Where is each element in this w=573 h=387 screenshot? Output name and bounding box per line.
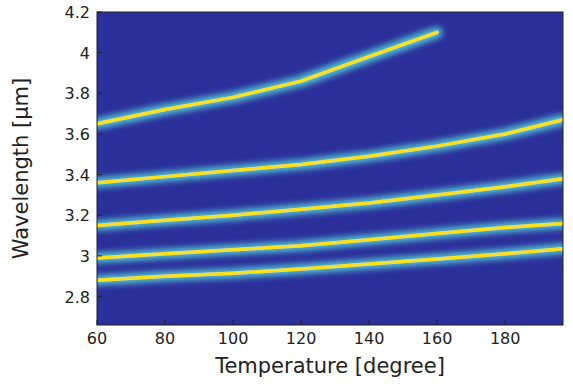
y-tick xyxy=(97,12,102,13)
x-tick xyxy=(233,320,234,325)
y-tick-label: 4.2 xyxy=(65,3,90,22)
plot-background xyxy=(97,12,563,325)
y-axis-title: Wavelength [μm] xyxy=(9,78,33,259)
x-tick xyxy=(97,320,98,325)
y-tick-label: 3.4 xyxy=(65,166,90,185)
y-tick-label: 3.8 xyxy=(65,84,90,103)
x-tick xyxy=(369,320,370,325)
y-tick xyxy=(97,93,102,94)
x-tick-label: 140 xyxy=(354,329,385,348)
y-tick-label: 4 xyxy=(80,44,90,63)
x-tick xyxy=(165,320,166,325)
x-tick-label: 100 xyxy=(218,329,249,348)
lines xyxy=(97,32,563,280)
x-tick xyxy=(301,320,302,325)
y-tick xyxy=(97,215,102,216)
series-line xyxy=(97,32,437,123)
x-tick xyxy=(505,320,506,325)
x-tick-label: 120 xyxy=(286,329,317,348)
y-tick xyxy=(97,52,102,53)
x-axis-title: Temperature [degree] xyxy=(214,354,445,378)
x-tick-label: 160 xyxy=(422,329,453,348)
series-line xyxy=(97,120,563,183)
y-tick-label: 2.8 xyxy=(65,288,90,307)
y-tick xyxy=(97,296,102,297)
y-tick-label: 3.2 xyxy=(65,206,90,225)
x-tick-label: 80 xyxy=(155,329,175,348)
x-tick xyxy=(437,320,438,325)
x-tick-label: 180 xyxy=(490,329,521,348)
series-line xyxy=(97,179,563,226)
plot-frame xyxy=(97,12,563,325)
series-line xyxy=(97,223,563,258)
y-tick xyxy=(97,255,102,256)
y-tick-label: 3.6 xyxy=(65,125,90,144)
x-tick-label: 60 xyxy=(87,329,107,348)
chart: 60 80 100 120 140 160 180 2.8 3 3.2 3.4 3.6 3.8 4 4.2 T… xyxy=(0,0,573,387)
y-tick-label: 3 xyxy=(80,247,90,266)
y-tick xyxy=(97,174,102,175)
y-tick xyxy=(97,133,102,134)
